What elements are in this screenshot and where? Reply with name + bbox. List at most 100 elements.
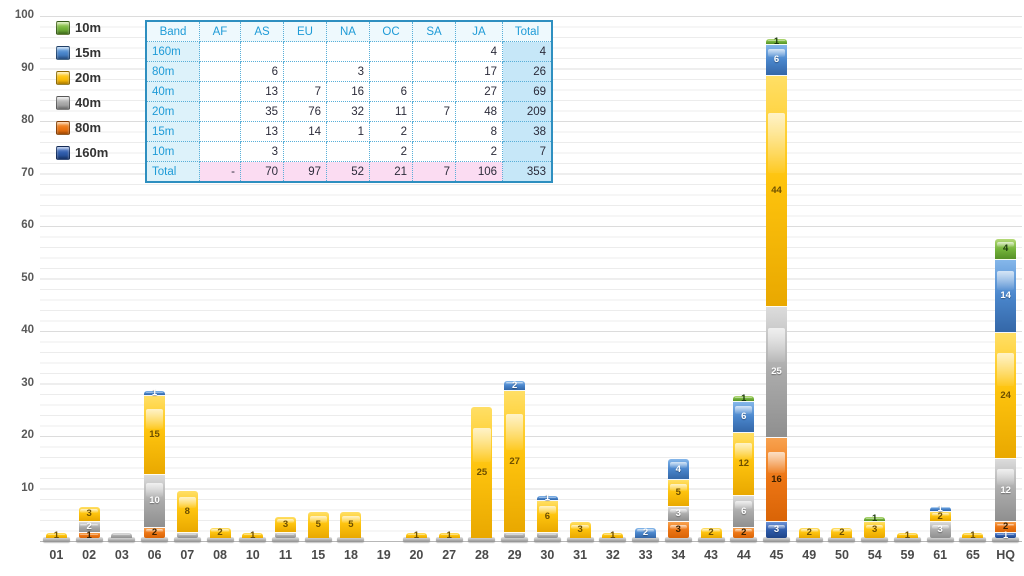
bar-segment-20m: 1 bbox=[962, 529, 984, 541]
table-row-160m: 160m 4 4 bbox=[145, 41, 553, 62]
segment-value-label: 6 bbox=[773, 54, 780, 65]
table-cell: 38 bbox=[502, 121, 553, 142]
bar-segment-20m: 2 bbox=[929, 512, 951, 523]
segment-value-label: 5 bbox=[675, 487, 681, 499]
segment-value-label: 1 bbox=[544, 492, 550, 504]
bar-zone-29: 27 2 bbox=[501, 380, 529, 542]
legend-label: 160m bbox=[75, 145, 109, 160]
segment-value-label: 1 bbox=[904, 529, 911, 541]
bar-segment-20m: 3 bbox=[864, 522, 886, 538]
bar-segment-160m: 3 bbox=[766, 522, 787, 538]
bar-segment-40m: 6 bbox=[733, 496, 755, 528]
bar-segment-20m: 6 bbox=[536, 501, 558, 533]
x-axis: 01 02 03 06 07 08 10 11 15 18 19 20 27 28 29 30 31 32 33 34… bbox=[40, 548, 1022, 570]
table-cell bbox=[199, 141, 241, 162]
bar-zone-15: 5 bbox=[304, 511, 332, 542]
x-axis-label-29: 29 bbox=[507, 548, 522, 562]
bar-segment-20m: 44 bbox=[766, 76, 787, 307]
bar-zone-50: 2 bbox=[828, 527, 856, 542]
bar-segment-15m: 1 bbox=[929, 503, 951, 513]
legend-item-80m: 80m bbox=[56, 120, 108, 135]
bar-segment-15m: 2 bbox=[504, 380, 526, 391]
bar-zone-01: 1 bbox=[42, 530, 70, 542]
y-axis-tick-10: 10 bbox=[21, 481, 34, 494]
total-row-label: Total bbox=[145, 161, 200, 183]
segment-value-label: 25 bbox=[476, 466, 488, 478]
x-axis-label-28: 28 bbox=[474, 548, 489, 562]
bar-segment-20m: 3 bbox=[78, 506, 100, 523]
x-axis-label-02: 02 bbox=[82, 548, 97, 562]
bar-base bbox=[468, 537, 496, 542]
table-cell: 76 bbox=[283, 101, 327, 122]
band-continent-table: Band AF AS EU NA OC SA JA Total 160m 4 4 80m 6 3 17 26 40… bbox=[145, 20, 553, 183]
band-label-cell: 80m bbox=[145, 61, 200, 82]
table-cell: 209 bbox=[502, 101, 553, 122]
bar-base bbox=[42, 537, 70, 542]
table-cell: 69 bbox=[502, 81, 553, 102]
segment-value-label: 3 bbox=[773, 524, 780, 536]
bar-zone-11: 3 bbox=[272, 517, 299, 542]
x-axis-label-10: 10 bbox=[245, 548, 260, 562]
bar-base bbox=[828, 537, 856, 542]
bar-segment-15m: 4 bbox=[667, 459, 689, 481]
table-row-15m: 15m 13 14 1 2 8 38 bbox=[145, 121, 553, 142]
bar-base bbox=[893, 537, 921, 542]
x-axis-label-50: 50 bbox=[835, 548, 849, 562]
bar-base bbox=[795, 537, 823, 542]
bar-segment-80m: 2 bbox=[733, 527, 755, 538]
segment-value-label: 1 bbox=[970, 529, 976, 541]
segment-value-label: 1 bbox=[413, 529, 420, 541]
bar-segment-40m bbox=[504, 532, 526, 538]
segment-value-label: 4 bbox=[675, 463, 681, 475]
band-label-cell: 15m bbox=[145, 121, 200, 142]
x-axis-label-49: 49 bbox=[802, 548, 817, 562]
x-axis-label-01: 01 bbox=[49, 548, 64, 562]
table-cell: 35 bbox=[240, 101, 284, 122]
bar-zone-34: 3 3 5 4 bbox=[664, 459, 692, 542]
bar-segment-10m: 1 bbox=[864, 514, 886, 524]
x-axis-label-27: 27 bbox=[442, 548, 457, 562]
bar-segment-15m: 6 bbox=[766, 44, 787, 76]
table-cell: 16 bbox=[326, 81, 370, 102]
bar-segment-20m: 1 bbox=[405, 529, 427, 541]
table-cell bbox=[412, 81, 456, 102]
x-axis-label-61: 61 bbox=[933, 548, 948, 562]
table-header-as: AS bbox=[240, 20, 284, 42]
x-axis-label-31: 31 bbox=[573, 548, 588, 562]
bar-segment-20m: 1 bbox=[896, 529, 918, 541]
segment-value-label: 3 bbox=[577, 524, 583, 536]
x-axis-label-45: 45 bbox=[769, 548, 784, 562]
bar-segment-20m: 5 bbox=[667, 480, 689, 507]
legend-item-160m: 160m bbox=[56, 145, 108, 160]
segment-value-label: 8 bbox=[184, 505, 190, 517]
bar-segment-15m: 1 bbox=[536, 492, 558, 504]
segment-value-label: 3 bbox=[675, 524, 681, 536]
segment-value-label: 15 bbox=[149, 429, 160, 441]
y-axis-tick-40: 40 bbox=[21, 324, 34, 336]
x-axis-label-08: 08 bbox=[213, 548, 227, 562]
bar-segment-40m bbox=[275, 532, 296, 538]
table-cell: 14 bbox=[283, 121, 327, 142]
bar-segment-40m: 10 bbox=[144, 475, 166, 528]
x-axis-label-07: 07 bbox=[180, 548, 195, 562]
table-cell: 7 bbox=[283, 81, 327, 102]
y-axis-tick-20: 20 bbox=[21, 429, 34, 441]
segment-value-label: 2 bbox=[839, 527, 845, 538]
bar-base bbox=[664, 537, 692, 542]
bar-segment-40m: 12 bbox=[995, 459, 1017, 523]
table-header-total: Total bbox=[502, 20, 553, 42]
segment-value-label: 1 bbox=[250, 529, 256, 541]
table-cell bbox=[369, 61, 413, 82]
y-axis-tick-70: 70 bbox=[21, 166, 34, 179]
segment-value-label: 1 bbox=[773, 35, 780, 47]
bar-base bbox=[730, 537, 758, 542]
table-cell: 3 bbox=[240, 141, 284, 162]
y-axis-tick-50: 50 bbox=[21, 271, 34, 284]
bar-segment-80m: 2 bbox=[144, 527, 166, 538]
segment-value-label: 1 bbox=[741, 392, 747, 404]
legend-label: 10m bbox=[75, 20, 102, 35]
bar-segment-160m: 1 bbox=[995, 530, 1017, 540]
